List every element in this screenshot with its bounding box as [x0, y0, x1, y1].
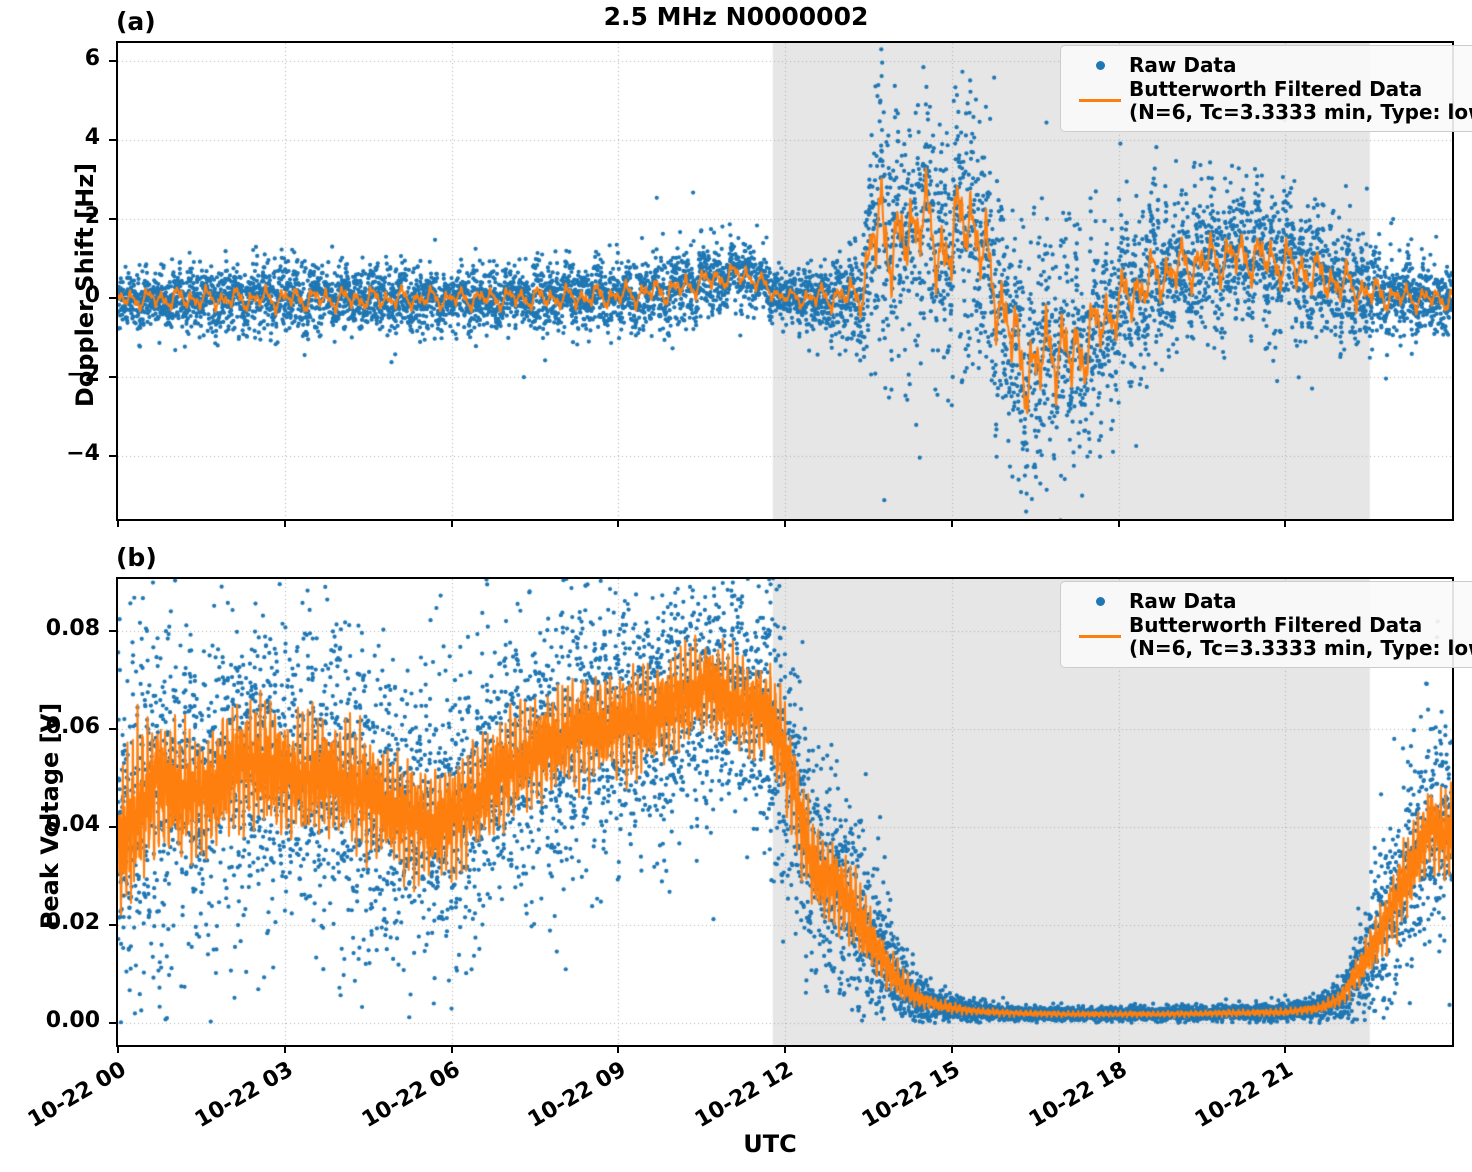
figure-title: 2.5 MHz N0000002 [603, 2, 869, 31]
xtick-mark [450, 1045, 453, 1053]
xtick-mark [1117, 1045, 1120, 1053]
ytick-mark [109, 296, 117, 299]
xtick-label-7: 10-22 21 [1191, 1057, 1298, 1133]
xtick-label-3: 10-22 09 [524, 1057, 631, 1133]
xtick-mark [1284, 1045, 1287, 1053]
xtick-mark [950, 1045, 953, 1053]
panel-b-legend: Raw Data Butterworth Filtered Data (N=6,… [1060, 581, 1472, 669]
panel-b-tag: (b) [116, 543, 157, 572]
ytick-mark [109, 375, 117, 378]
ytick-label-1-1: 0.02 [45, 909, 100, 935]
legend-label-filtered-b: Butterworth Filtered Data (N=6, Tc=3.333… [1129, 612, 1472, 660]
xtick-mark-top-panel [450, 519, 453, 527]
xtick-mark [784, 1045, 786, 1053]
xtick-mark-top-panel [950, 519, 953, 527]
xtick-mark [283, 1045, 286, 1053]
ytick-mark [109, 138, 117, 141]
panel-a-tag: (a) [116, 7, 156, 36]
ytick-label-0-2: 0 [84, 282, 100, 308]
ytick-label-0-1: −2 [66, 361, 100, 387]
xtick-label-1: 10-22 03 [190, 1057, 298, 1133]
ytick-label-0-4: 4 [84, 124, 100, 150]
ytick-label-1-3: 0.06 [45, 713, 100, 739]
ytick-label-0-5: 6 [84, 45, 100, 71]
filtered-data-line-icon [1071, 635, 1129, 639]
legend-entry-raw: Raw Data [1071, 54, 1472, 77]
ytick-mark [109, 454, 117, 457]
panel-a-legend: Raw Data Butterworth Filtered Data (N=6,… [1060, 45, 1472, 133]
xtick-mark-top-panel [117, 519, 119, 527]
ytick-label-0-3: 2 [84, 203, 100, 229]
raw-data-marker-icon [1071, 596, 1129, 606]
xtick-mark-top-panel [784, 519, 786, 527]
xtick-mark-top-panel [1117, 519, 1120, 527]
ytick-label-1-0: 0.00 [45, 1007, 100, 1033]
legend-label-raw-b: Raw Data [1129, 589, 1237, 613]
xtick-mark [117, 1045, 119, 1053]
raw-data-marker-icon [1071, 60, 1129, 70]
ytick-label-0-0: −4 [66, 440, 100, 466]
ytick-mark [109, 629, 117, 632]
legend-entry-filtered: Butterworth Filtered Data (N=6, Tc=3.333… [1071, 76, 1472, 124]
xtick-mark-top-panel [283, 519, 286, 527]
xtick-mark [617, 1045, 620, 1053]
xtick-mark-top-panel [1284, 519, 1287, 527]
xtick-label-0: 10-22 00 [23, 1057, 131, 1133]
ytick-mark [109, 727, 117, 730]
ytick-label-1-2: 0.04 [45, 811, 100, 837]
ytick-mark [109, 217, 117, 220]
legend-entry-raw-b: Raw Data [1071, 590, 1472, 613]
legend-entry-filtered-b: Butterworth Filtered Data (N=6, Tc=3.333… [1071, 612, 1472, 660]
legend-label-filtered: Butterworth Filtered Data (N=6, Tc=3.333… [1129, 76, 1472, 124]
ytick-mark [109, 1021, 117, 1024]
ytick-mark [109, 59, 117, 62]
legend-label-raw: Raw Data [1129, 53, 1237, 77]
xtick-label-2: 10-22 06 [357, 1057, 464, 1133]
ytick-label-1-4: 0.08 [45, 615, 100, 641]
xtick-label-6: 10-22 18 [1024, 1057, 1131, 1133]
ytick-mark [109, 923, 117, 926]
ytick-mark [109, 825, 117, 828]
xtick-mark-top-panel [617, 519, 620, 527]
filtered-data-line-icon [1071, 99, 1129, 103]
xaxis-label: UTC [743, 1130, 797, 1158]
